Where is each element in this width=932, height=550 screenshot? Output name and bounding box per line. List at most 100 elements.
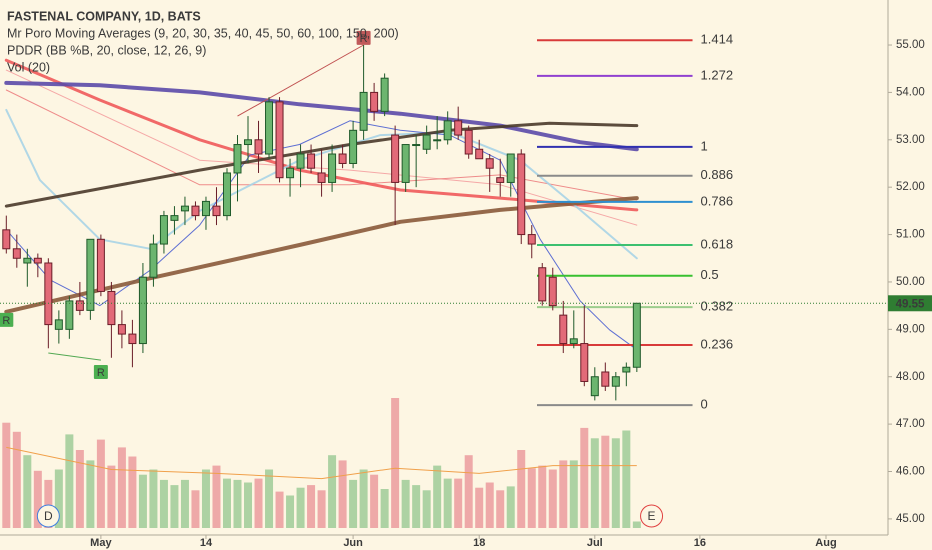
volume-bar: [580, 427, 589, 528]
candle-body: [590, 376, 599, 397]
candle-body: [338, 153, 347, 164]
volume-bar: [601, 435, 610, 528]
candle-body: [548, 276, 557, 307]
signal-marker-label: R: [97, 367, 105, 379]
volume-bar: [191, 490, 200, 528]
fib-level-label: 0.786: [701, 193, 734, 208]
volume-bar: [138, 474, 147, 528]
volume-bar: [296, 487, 305, 528]
candle-body: [632, 302, 641, 368]
volume-bar: [254, 478, 263, 528]
volume-bar: [622, 430, 631, 528]
x-tick-label: 16: [694, 537, 706, 549]
volume-bar: [128, 456, 137, 528]
fib-level-label: 1: [701, 138, 708, 153]
candle-body: [159, 215, 168, 245]
y-tick-label: 52.00: [896, 181, 925, 193]
candle-body: [454, 120, 463, 136]
candle-body: [359, 91, 368, 131]
volume-bar: [569, 460, 578, 528]
volume-bar: [170, 485, 179, 528]
volume-bar: [422, 490, 431, 528]
last-price-label: 49.55: [896, 298, 925, 310]
chart-title: FASTENAL COMPANY, 1D, BATS: [7, 9, 201, 23]
candle-body: [611, 376, 620, 387]
indicator-legend: Vol (20): [7, 60, 50, 74]
volume-bar: [548, 469, 557, 528]
volume-bar: [201, 469, 210, 528]
fib-level-label: 0.886: [701, 167, 734, 182]
candle-body: [33, 257, 42, 264]
fib-level-label: 0.5: [701, 267, 719, 282]
y-tick-label: 51.00: [896, 229, 925, 241]
volume-bar: [86, 460, 95, 528]
candle-body: [380, 77, 389, 112]
x-tick-label: May: [90, 537, 112, 549]
candle-body: [244, 139, 253, 146]
volume-bar: [307, 485, 316, 528]
moving-average-line: [4, 58, 639, 212]
candle-body: [580, 343, 589, 382]
candle-body: [286, 167, 295, 179]
volume-bar: [517, 450, 526, 528]
volume-bar: [2, 422, 11, 528]
candle-body: [601, 371, 610, 387]
volume-bar: [559, 460, 568, 528]
candle-body: [54, 319, 63, 330]
candle-body: [433, 139, 442, 142]
volume-bar: [149, 469, 158, 528]
candle-body: [233, 144, 242, 174]
moving-average-line: [4, 121, 639, 208]
volume-bar: [275, 491, 284, 528]
volume-bar: [159, 479, 168, 528]
volume-bar: [538, 465, 547, 528]
candle-body: [559, 314, 568, 345]
signal-marker-label: R: [2, 315, 10, 327]
y-tick-label: 46.00: [896, 466, 925, 478]
candle-body: [485, 158, 494, 169]
candle-body: [443, 120, 452, 141]
candle-body: [170, 215, 179, 221]
candle-body: [307, 153, 316, 169]
volume-bar: [75, 450, 84, 528]
volume-bar: [180, 479, 189, 528]
volume-bar: [286, 495, 295, 528]
candle-body: [475, 148, 484, 160]
candle-body: [412, 144, 421, 147]
candle-body: [191, 205, 200, 217]
y-tick-label: 53.00: [896, 134, 925, 146]
candle-body: [180, 205, 189, 212]
signal-marker-label: R: [360, 33, 368, 45]
signal-marker: [356, 30, 371, 45]
candle-body: [296, 153, 305, 169]
moving-average-line: [5, 69, 638, 226]
volume-bar: [212, 465, 221, 528]
volume-bar: [475, 487, 484, 528]
signal-marker: [0, 312, 14, 327]
candle-body: [506, 153, 515, 183]
candle-body: [401, 144, 410, 183]
candle-body: [212, 205, 221, 217]
candle-body: [422, 134, 431, 150]
volume-bar: [338, 460, 347, 528]
moving-average-line: [4, 80, 639, 152]
volume-bar: [485, 482, 494, 528]
fib-level-label: 0.382: [701, 299, 734, 314]
candle-body: [370, 91, 379, 112]
candle-body: [65, 300, 74, 330]
volume-bar: [496, 490, 505, 528]
x-tick-label: 14: [200, 537, 213, 549]
y-tick-label: 45.00: [896, 513, 925, 525]
volume-bar: [506, 486, 515, 528]
volume-bar: [349, 479, 358, 528]
candle-body: [569, 338, 578, 345]
y-tick-label: 55.00: [896, 39, 925, 51]
volume-ma-line: [6, 446, 637, 480]
volume-bar: [527, 468, 536, 528]
event-marker-label: E: [648, 509, 656, 523]
candle-body: [12, 248, 21, 259]
volume-bar: [391, 398, 400, 528]
fib-level-label: 1.272: [701, 67, 734, 82]
last-price-box: [888, 295, 932, 312]
